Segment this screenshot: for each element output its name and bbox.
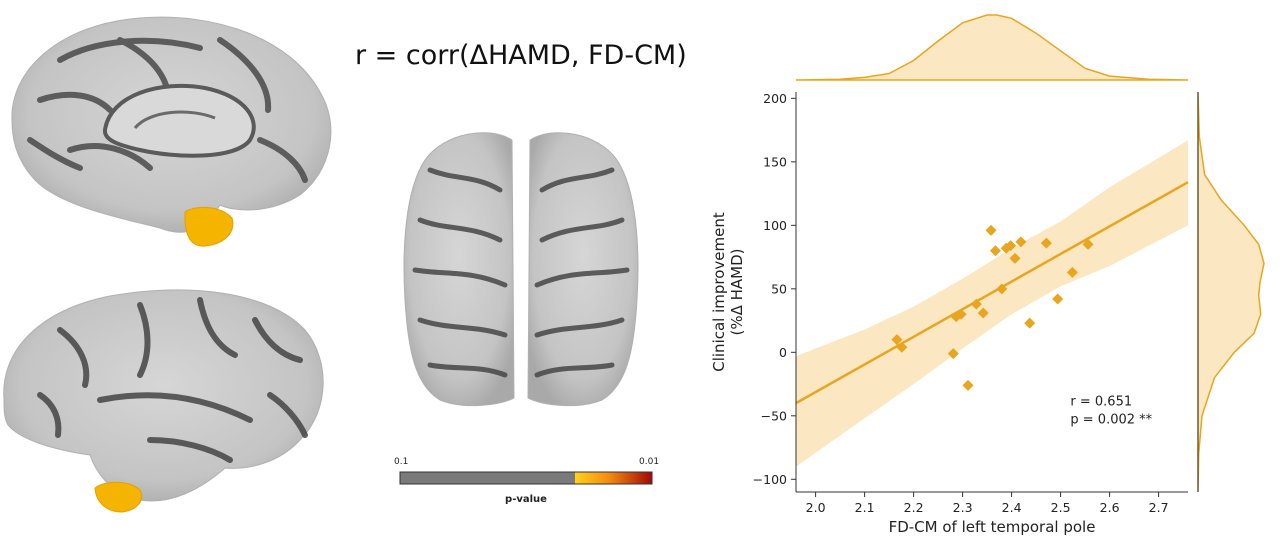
y-tick-label-6: −50 <box>761 408 787 423</box>
data-point-20 <box>1082 238 1094 250</box>
marginal-density-top <box>795 14 1189 81</box>
annotation-r: r = 0.651 <box>1070 395 1132 410</box>
data-point-2 <box>896 341 908 353</box>
y-tick-label-4: 50 <box>771 281 787 296</box>
y-tick-label-5: 0 <box>779 345 787 360</box>
brain-lateral-view <box>3 289 324 513</box>
data-point-9 <box>985 224 997 236</box>
data-point-10 <box>989 245 1001 257</box>
colorbar-min-label: 0.1 <box>394 457 408 467</box>
x-axis-label: FD-CM of left temporal pole <box>889 518 1096 536</box>
data-point-19 <box>1066 266 1078 278</box>
x-tick-label-3: 2.2 <box>904 500 924 515</box>
y-ticks: 200 150 100 50 0 −50 −100 <box>753 91 796 487</box>
confidence-band <box>796 140 1188 467</box>
formula-title: r = corr(ΔHAMD, FD-CM) <box>355 40 687 71</box>
y-tick-label-7: −100 <box>753 472 787 487</box>
data-point-15 <box>1015 236 1027 248</box>
regression-line <box>795 181 1189 405</box>
x-ticks: 2.0 2.1 2.2 2.3 2.4 2.5 2.6 2.7 <box>806 492 1169 515</box>
x-tick-label-5: 2.4 <box>1002 500 1022 515</box>
x-tick-label-4: 2.3 <box>953 500 973 515</box>
data-point-7 <box>970 298 982 310</box>
axes <box>795 92 1199 493</box>
colorbar-title: p-value <box>505 494 547 505</box>
data-point-13 <box>1005 240 1017 252</box>
x-tick-label-7: 2.6 <box>1100 500 1120 515</box>
data-point-11 <box>996 283 1008 295</box>
data-point-6 <box>962 379 974 391</box>
data-point-17 <box>1040 237 1052 249</box>
y-tick-label-3: 100 <box>763 218 787 233</box>
temporal-pole-highlight-medial <box>184 206 234 247</box>
data-point-14 <box>1009 252 1021 264</box>
y-tick-label-2: 150 <box>763 154 787 169</box>
x-tick-label-6: 2.5 <box>1051 500 1071 515</box>
marginal-density-right <box>1197 91 1265 493</box>
y-axis-label-line1: Clinical improvement <box>710 212 728 372</box>
colorbar-max-label: 0.01 <box>639 457 659 467</box>
annotation-p: p = 0.002 ** <box>1070 412 1152 427</box>
y-axis-label-line2: (%Δ HAMD) <box>728 248 746 335</box>
data-point-8 <box>977 307 989 319</box>
colorbar-color-segment <box>575 472 652 484</box>
data-points <box>891 224 1094 391</box>
brain-dorsal-view <box>403 132 639 407</box>
y-tick-label-1: 200 <box>763 91 787 106</box>
data-point-1 <box>891 334 903 346</box>
x-tick-label-1: 2.0 <box>806 500 826 515</box>
data-point-18 <box>1052 293 1064 305</box>
colorbar: 0.1 0.01 p-value <box>394 457 659 505</box>
temporal-pole-highlight-lateral <box>94 481 143 513</box>
colorbar-gray-segment <box>400 472 575 484</box>
y-axis-label: Clinical improvement (%Δ HAMD) <box>710 212 746 372</box>
data-point-5 <box>955 308 967 320</box>
scatter-plot: 2.0 2.1 2.2 2.3 2.4 2.5 2.6 2.7 200 150 100 50 0 −50… <box>710 14 1265 536</box>
data-point-16 <box>1024 317 1036 329</box>
x-tick-label-2: 2.1 <box>855 500 875 515</box>
data-point-3 <box>947 348 959 360</box>
brain-medial-view <box>11 16 332 247</box>
x-tick-label-8: 2.7 <box>1149 500 1169 515</box>
